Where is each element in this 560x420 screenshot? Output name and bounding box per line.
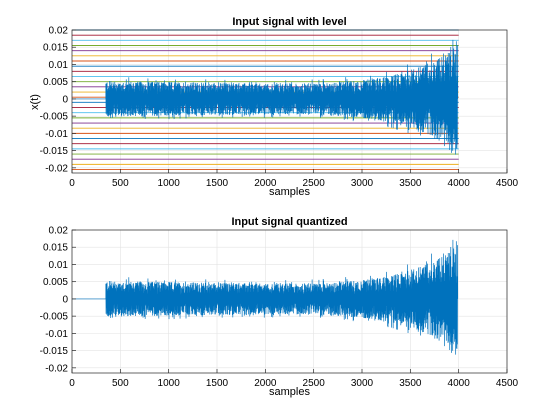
x-tick-label: 4500 xyxy=(496,178,519,189)
top-signal-line xyxy=(72,39,459,155)
y-tick-label: -0.015 xyxy=(40,146,69,157)
x-tick-label: 0 xyxy=(69,378,75,389)
x-tick-label: 1500 xyxy=(206,378,229,389)
y-tick-label: -0.02 xyxy=(45,163,68,174)
x-tick-label: 4500 xyxy=(496,378,519,389)
x-tick-label: 4000 xyxy=(448,378,471,389)
x-tick-label: 1500 xyxy=(206,178,229,189)
y-tick-label: 0.015 xyxy=(43,43,68,54)
bottom-y-ticks: -0.02 -0.015 -0.01 -0.005 0 0.005 0.01 0.015 0.0… xyxy=(40,226,76,374)
y-tick-label: -0.005 xyxy=(40,312,69,323)
top-x-axis-label: samples xyxy=(269,186,310,198)
x-tick-label: 2500 xyxy=(303,178,326,189)
x-tick-label: 3500 xyxy=(399,378,422,389)
y-tick-label: 0.005 xyxy=(43,77,68,88)
y-tick-label: -0.005 xyxy=(40,112,69,123)
y-tick-label: 0 xyxy=(62,294,68,305)
x-tick-label: 3000 xyxy=(351,378,374,389)
bottom-subplot-title: Input signal quantized xyxy=(231,216,347,228)
y-tick-label: 0.015 xyxy=(43,243,68,254)
y-tick-label: -0.01 xyxy=(45,129,68,140)
bottom-x-axis-label: samples xyxy=(269,386,310,398)
x-tick-label: 2000 xyxy=(254,178,277,189)
x-tick-label: 500 xyxy=(112,378,129,389)
x-tick-label: 1000 xyxy=(158,178,181,189)
top-x-ticks: 0 500 1000 1500 2000 2500 3000 3500 4000 4500 xyxy=(69,169,519,189)
y-tick-label: 0.005 xyxy=(43,277,68,288)
x-tick-label: 1000 xyxy=(158,378,181,389)
bottom-signal-line xyxy=(72,239,459,355)
y-tick-label: 0 xyxy=(62,94,68,105)
top-axes-frame xyxy=(71,29,508,174)
x-tick-label: 2000 xyxy=(254,378,277,389)
x-tick-label: 3500 xyxy=(399,178,422,189)
x-tick-label: 0 xyxy=(69,178,75,189)
x-tick-label: 4000 xyxy=(448,178,471,189)
y-tick-label: 0.02 xyxy=(49,26,69,37)
quantization-level-lines xyxy=(72,29,459,171)
y-tick-label: -0.02 xyxy=(45,363,68,374)
y-tick-label: 0.01 xyxy=(49,260,69,271)
y-tick-label: -0.01 xyxy=(45,329,68,340)
top-y-ticks: -0.02 -0.015 -0.01 -0.005 0 0.005 0.01 0.015 0.0… xyxy=(40,26,76,174)
y-tick-label: -0.015 xyxy=(40,346,69,357)
top-subplot-title: Input signal with level xyxy=(232,16,346,28)
top-subplot: Input signal with level 0 500 1000 1500 2000… xyxy=(29,16,519,198)
x-tick-label: 500 xyxy=(112,178,129,189)
bottom-x-ticks: 0 500 1000 1500 2000 2500 3000 3500 4000 4500 xyxy=(69,369,519,389)
top-y-axis-label: x(t) xyxy=(29,94,41,110)
bottom-subplot: Input signal quantized 0 500 1000 1500 2000 2… xyxy=(40,216,519,398)
x-tick-label: 3000 xyxy=(351,178,374,189)
bottom-axes-frame xyxy=(71,229,508,374)
y-tick-label: 0.01 xyxy=(49,60,69,71)
y-tick-label: 0.02 xyxy=(49,226,69,237)
x-tick-label: 2500 xyxy=(303,378,326,389)
